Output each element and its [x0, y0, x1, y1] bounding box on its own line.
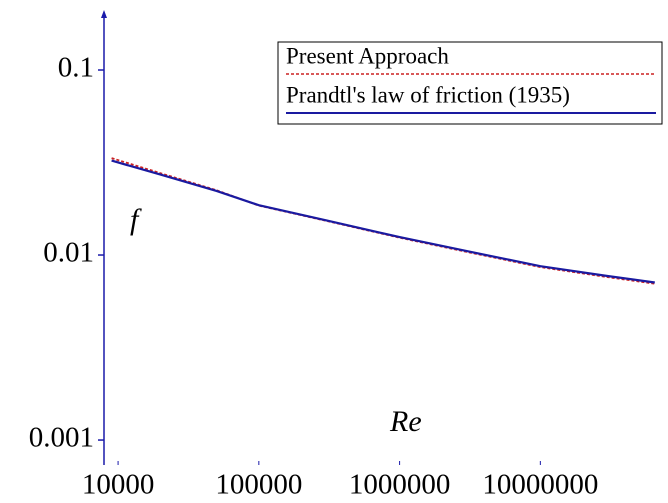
- legend-box: [277, 41, 663, 125]
- y-axis-label: f: [130, 203, 142, 236]
- x-tick-label: 10000000: [482, 469, 598, 501]
- series-line: [111, 157, 655, 285]
- y-tick-label: 0.001: [29, 422, 94, 454]
- x-tick-label: 100000: [215, 469, 302, 501]
- y-tick-label: 0.01: [43, 237, 94, 269]
- y-axis-arrow: [101, 10, 107, 18]
- legend-label: Prandtl's law of friction (1935): [286, 82, 570, 107]
- x-tick-label: 10000: [82, 469, 155, 501]
- legend-label: Present Approach: [286, 43, 449, 68]
- x-tick-label: 1000000: [349, 469, 451, 501]
- series-line: [111, 159, 655, 284]
- y-tick-label: 0.1: [58, 52, 94, 84]
- x-axis-label: Re: [389, 405, 422, 438]
